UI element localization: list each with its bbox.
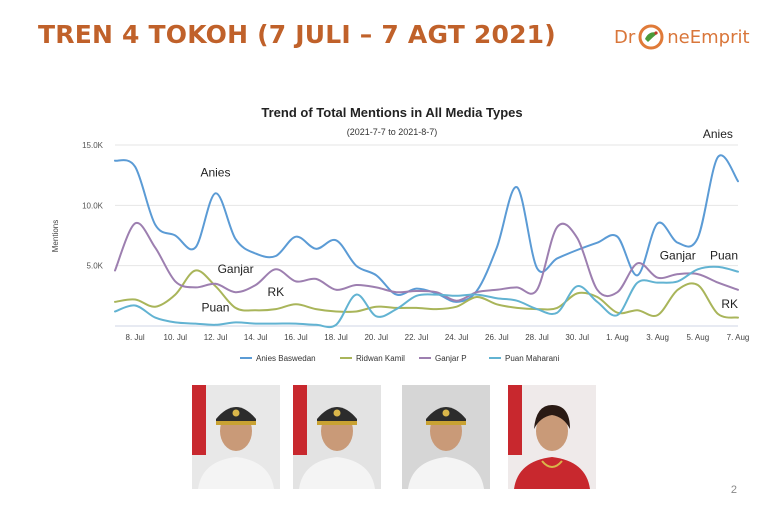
logo-text-end: neEmprit (667, 26, 750, 48)
x-tick-label: 22. Jul (405, 333, 429, 342)
x-tick-label: 10. Jul (164, 333, 188, 342)
series-annotation: Puan (710, 249, 738, 263)
chart-subtitle: (2021-7-7 to 2021-8-7) (347, 127, 438, 137)
page-number: 2 (730, 484, 737, 496)
y-tick-label: 15.0K (82, 141, 104, 150)
x-tick-label: 12. Jul (204, 333, 228, 342)
series-annotation: Puan (201, 301, 229, 315)
person-photo-icon (293, 385, 381, 489)
y-tick-label: 10.0K (82, 201, 104, 210)
legend-item: Ridwan Kamil (356, 354, 405, 363)
candidate-photos (192, 385, 612, 489)
logo-text-start: Dr (614, 26, 636, 48)
mentions-chart: Trend of Total Mentions in All Media Typ… (40, 98, 760, 370)
series-annotation: Ganjar (218, 262, 254, 276)
person-photo-icon (192, 385, 280, 489)
x-tick-label: 28. Jul (525, 333, 549, 342)
y-tick-label: 5.0K (87, 262, 104, 271)
x-tick-label: 16. Jul (284, 333, 308, 342)
x-tick-label: 3. Aug (646, 333, 669, 342)
candidate-photo-3 (402, 385, 490, 489)
legend-item: Anies Baswedan (256, 354, 316, 363)
person-photo-icon (402, 385, 490, 489)
x-tick-label: 26. Jul (485, 333, 509, 342)
series-line-3 (114, 221, 739, 302)
series-annotation: Ganjar (660, 249, 696, 263)
candidate-photo-2 (293, 385, 381, 489)
candidate-photo-4 (508, 385, 596, 489)
candidate-photo-1 (192, 385, 280, 489)
mentions-trend-line-chart: Trend of Total Mentions in All Media Typ… (51, 105, 750, 363)
legend-item: Ganjar P (435, 354, 467, 363)
person-photo-icon (508, 385, 596, 489)
x-tick-label: 5. Aug (686, 333, 709, 342)
x-tick-label: 24. Jul (445, 333, 469, 342)
legend-item: Puan Maharani (505, 354, 559, 363)
y-axis-label: Mentions (51, 220, 60, 252)
series-annotation: RK (721, 297, 738, 311)
x-tick-label: 1. Aug (606, 333, 629, 342)
x-tick-label: 14. Jul (244, 333, 268, 342)
series-annotation: Anies (703, 127, 733, 141)
slide-title: TREN 4 TOKOH (7 JULI – 7 AGT 2021) (38, 20, 556, 49)
x-tick-label: 20. Jul (364, 333, 388, 342)
series-line-2 (114, 269, 739, 319)
series-annotation: RK (267, 285, 284, 299)
x-tick-label: 30. Jul (565, 333, 589, 342)
series-annotation: Anies (200, 165, 230, 179)
x-tick-label: 18. Jul (324, 333, 348, 342)
drone-emprit-logo: Dr neEmprit (614, 20, 750, 54)
drone-logo-icon (638, 24, 664, 50)
x-tick-label: 7. Aug (727, 333, 750, 342)
x-tick-label: 8. Jul (126, 333, 145, 342)
chart-title: Trend of Total Mentions in All Media Typ… (261, 105, 522, 120)
series-line-4 (114, 265, 739, 329)
